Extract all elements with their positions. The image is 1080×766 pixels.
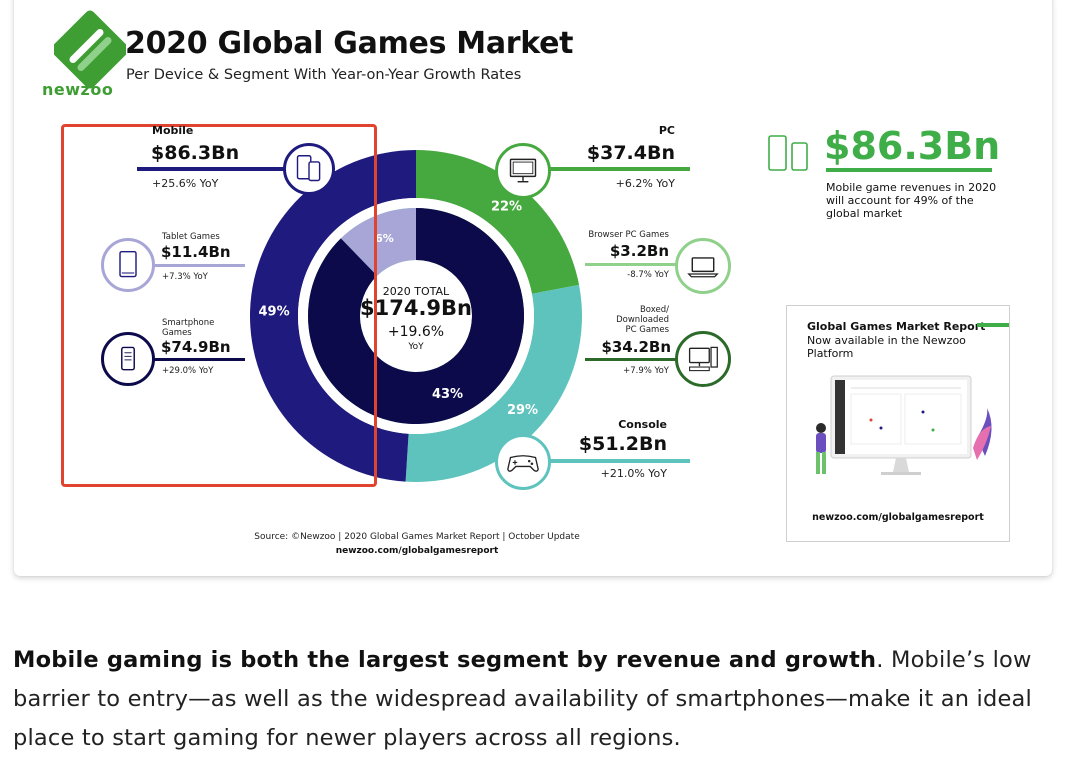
chart-subtitle: Per Device & Segment With Year-on-Year G…	[126, 67, 522, 83]
boxed-label-line1: Boxed/	[639, 305, 669, 315]
console-label: Console	[618, 418, 667, 431]
mobile-yoy: +25.6% YoY	[152, 177, 219, 190]
boxed-yoy: +7.9% YoY	[623, 366, 669, 376]
console-value: $51.2Bn	[578, 433, 667, 455]
browser-yoy: -8.7% YoY	[627, 270, 669, 280]
tablet-line	[154, 264, 245, 267]
mobile-highlight-box	[61, 124, 377, 487]
article-body: . Mobile’s low barrier to entry—as well …	[13, 647, 1032, 751]
center-total-label: 2020 TOTAL	[382, 285, 450, 298]
logo-wordmark: newzoo	[42, 80, 114, 99]
center-total-growth: +19.6%	[387, 324, 445, 340]
outer-label-console: 29%	[507, 403, 538, 418]
tablet-value: $11.4Bn	[161, 243, 231, 261]
smartphone-yoy: +29.0% YoY	[162, 366, 214, 376]
report-accent-line	[977, 323, 1009, 327]
desktop-pc-icon	[675, 331, 731, 387]
inner-slice-tablet-games	[340, 208, 416, 276]
report-title: Global Games Market Report	[807, 320, 986, 333]
outer-label-mobile: 49%	[259, 305, 290, 320]
outer-slice-mobile	[250, 150, 416, 482]
center-total-value: $174.9Bn	[360, 296, 472, 320]
mobile-devices-highlight-icon	[768, 135, 808, 171]
pc-value: $37.4Bn	[586, 142, 675, 164]
center-total-growth-label: YoY	[408, 342, 424, 352]
pc-label: PC	[658, 124, 675, 137]
tablet-label: Tablet Games	[162, 232, 220, 242]
outer-label-pc: 22%	[491, 200, 522, 215]
boxed-label-line2: Downloaded	[616, 315, 669, 325]
report-url[interactable]: newzoo.com/globalgamesreport	[812, 512, 984, 523]
laptop-icon	[675, 238, 731, 294]
smartphone-value: $74.9Bn	[161, 338, 231, 356]
outer-slice-pc	[416, 150, 580, 294]
pc-yoy: +6.2% YoY	[615, 177, 675, 190]
donut-chart: 22%29%49%2%20%29%6%43%	[250, 150, 582, 482]
tablet-icon	[101, 238, 155, 292]
smartphone-label-line1: Smartphone	[162, 318, 215, 328]
boxed-line	[585, 358, 683, 361]
highlight-value: $86.3Bn	[824, 124, 1001, 168]
tablet-yoy: +7.3% YoY	[162, 272, 208, 282]
chart-title: 2020 Global Games Market	[125, 26, 574, 61]
console-yoy: +21.0% YoY	[600, 467, 667, 480]
report-subtitle: Now available in the Newzoo Platform	[807, 334, 966, 360]
platform-monitor-illustration	[816, 375, 992, 475]
pc-line	[547, 167, 690, 171]
smartphone-icon	[101, 332, 155, 386]
boxed-label-line3: PC Games	[625, 325, 670, 335]
mobile-devices-icon	[283, 143, 335, 195]
report-promo[interactable]: Global Games Market Report Now available…	[786, 305, 1010, 542]
source-url[interactable]: newzoo.com/globalgamesreport	[335, 546, 499, 556]
mobile-line	[137, 167, 285, 171]
browser-line	[585, 263, 683, 266]
monitor-icon	[495, 143, 551, 199]
console-line	[547, 459, 690, 463]
boxed-value: $34.2Bn	[601, 338, 671, 356]
highlight-description: Mobile game revenues in 2020 will accoun…	[826, 181, 997, 220]
inner-label-tablet-games: 6%	[375, 232, 394, 245]
source-note: Source: ©Newzoo | 2020 Global Games Mark…	[254, 532, 580, 542]
highlight-underline	[826, 168, 992, 172]
browser-value: $3.2Bn	[609, 242, 669, 260]
article-bold: Mobile gaming is both the largest segmen…	[13, 647, 877, 673]
mobile-label: Mobile	[152, 124, 194, 137]
browser-label: Browser PC Games	[588, 230, 669, 240]
outer-slice-console	[405, 284, 582, 482]
inner-label-smartphone-games: 43%	[432, 387, 463, 402]
article-paragraph: Mobile gaming is both the largest segmen…	[13, 641, 1063, 758]
inner-slice-smartphone-games	[308, 208, 524, 424]
smartphone-line	[154, 358, 245, 361]
newzoo-logo	[54, 10, 126, 89]
donut-center	[361, 261, 471, 371]
gamepad-icon	[495, 434, 551, 490]
smartphone-label-line2: Games	[162, 328, 192, 338]
mobile-value: $86.3Bn	[151, 142, 240, 164]
